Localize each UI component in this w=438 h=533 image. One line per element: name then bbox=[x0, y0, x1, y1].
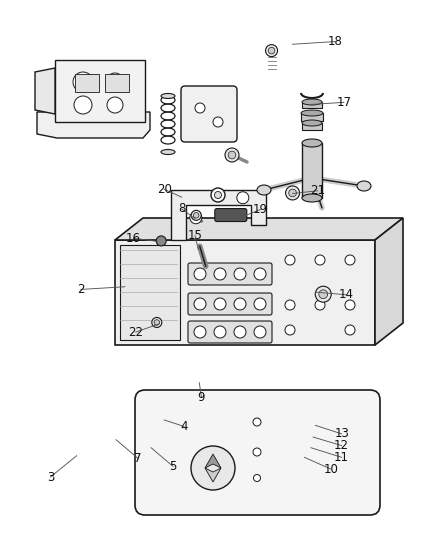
Text: 7: 7 bbox=[134, 452, 142, 465]
Circle shape bbox=[234, 268, 246, 280]
Circle shape bbox=[289, 189, 297, 197]
Text: 4: 4 bbox=[180, 420, 188, 433]
Polygon shape bbox=[37, 112, 150, 138]
Circle shape bbox=[315, 286, 331, 302]
Ellipse shape bbox=[302, 194, 322, 202]
Ellipse shape bbox=[302, 99, 322, 105]
Circle shape bbox=[214, 326, 226, 338]
Circle shape bbox=[152, 318, 162, 327]
Ellipse shape bbox=[161, 93, 175, 99]
Circle shape bbox=[345, 255, 355, 265]
FancyBboxPatch shape bbox=[215, 208, 247, 222]
FancyBboxPatch shape bbox=[105, 74, 129, 92]
Circle shape bbox=[214, 298, 226, 310]
Circle shape bbox=[315, 255, 325, 265]
FancyBboxPatch shape bbox=[75, 74, 99, 92]
FancyBboxPatch shape bbox=[301, 113, 323, 121]
Text: 9: 9 bbox=[198, 391, 205, 403]
Circle shape bbox=[214, 268, 226, 280]
Circle shape bbox=[345, 300, 355, 310]
FancyBboxPatch shape bbox=[181, 86, 237, 142]
Circle shape bbox=[154, 320, 159, 325]
Text: 21: 21 bbox=[310, 184, 325, 197]
Text: 14: 14 bbox=[339, 288, 353, 301]
Circle shape bbox=[194, 298, 206, 310]
Circle shape bbox=[234, 298, 246, 310]
Circle shape bbox=[215, 191, 222, 198]
Circle shape bbox=[253, 418, 261, 426]
Ellipse shape bbox=[257, 185, 271, 195]
Ellipse shape bbox=[161, 149, 175, 155]
Circle shape bbox=[191, 211, 201, 220]
Polygon shape bbox=[205, 454, 221, 468]
Circle shape bbox=[225, 148, 239, 162]
Circle shape bbox=[107, 97, 123, 113]
Circle shape bbox=[254, 268, 266, 280]
Circle shape bbox=[268, 47, 275, 54]
Circle shape bbox=[73, 72, 93, 92]
Ellipse shape bbox=[302, 120, 322, 126]
Text: 15: 15 bbox=[187, 229, 202, 242]
Polygon shape bbox=[205, 468, 221, 482]
Ellipse shape bbox=[302, 139, 322, 147]
Circle shape bbox=[254, 474, 261, 481]
Text: 10: 10 bbox=[323, 463, 338, 475]
Text: 20: 20 bbox=[157, 183, 172, 196]
Text: 19: 19 bbox=[253, 203, 268, 216]
Circle shape bbox=[237, 192, 249, 204]
Circle shape bbox=[194, 326, 206, 338]
Circle shape bbox=[254, 298, 266, 310]
Text: 16: 16 bbox=[126, 232, 141, 245]
Circle shape bbox=[254, 326, 266, 338]
Circle shape bbox=[213, 117, 223, 127]
Circle shape bbox=[74, 96, 92, 114]
FancyBboxPatch shape bbox=[115, 240, 375, 345]
Text: 3: 3 bbox=[47, 471, 54, 483]
Ellipse shape bbox=[357, 181, 371, 191]
Circle shape bbox=[234, 326, 246, 338]
Circle shape bbox=[285, 300, 295, 310]
Polygon shape bbox=[375, 218, 403, 345]
FancyBboxPatch shape bbox=[302, 123, 322, 130]
Circle shape bbox=[194, 268, 206, 280]
Text: 13: 13 bbox=[334, 427, 349, 440]
Polygon shape bbox=[171, 190, 266, 240]
Circle shape bbox=[285, 255, 295, 265]
FancyBboxPatch shape bbox=[120, 245, 180, 340]
Circle shape bbox=[315, 300, 325, 310]
Circle shape bbox=[319, 290, 328, 298]
FancyBboxPatch shape bbox=[302, 102, 322, 108]
Polygon shape bbox=[115, 218, 403, 240]
Polygon shape bbox=[35, 68, 55, 114]
Circle shape bbox=[194, 213, 199, 218]
Circle shape bbox=[228, 151, 236, 159]
Circle shape bbox=[190, 212, 202, 224]
FancyBboxPatch shape bbox=[55, 60, 145, 122]
FancyBboxPatch shape bbox=[135, 390, 380, 515]
Circle shape bbox=[211, 188, 225, 202]
Circle shape bbox=[253, 448, 261, 456]
Text: 12: 12 bbox=[334, 439, 349, 452]
Circle shape bbox=[285, 325, 295, 335]
Circle shape bbox=[195, 103, 205, 113]
Text: 2: 2 bbox=[77, 283, 85, 296]
FancyBboxPatch shape bbox=[188, 263, 272, 285]
Circle shape bbox=[265, 45, 278, 56]
Text: 8: 8 bbox=[178, 203, 185, 215]
FancyBboxPatch shape bbox=[302, 143, 322, 198]
Text: 18: 18 bbox=[328, 35, 343, 48]
Circle shape bbox=[345, 325, 355, 335]
Circle shape bbox=[106, 73, 124, 91]
Circle shape bbox=[191, 446, 235, 490]
Circle shape bbox=[156, 236, 166, 246]
Ellipse shape bbox=[301, 110, 323, 116]
Circle shape bbox=[286, 186, 300, 200]
FancyBboxPatch shape bbox=[188, 293, 272, 315]
Text: 17: 17 bbox=[336, 96, 351, 109]
Text: 5: 5 bbox=[170, 460, 177, 473]
Text: 11: 11 bbox=[334, 451, 349, 464]
Text: 22: 22 bbox=[128, 326, 143, 338]
FancyBboxPatch shape bbox=[188, 321, 272, 343]
